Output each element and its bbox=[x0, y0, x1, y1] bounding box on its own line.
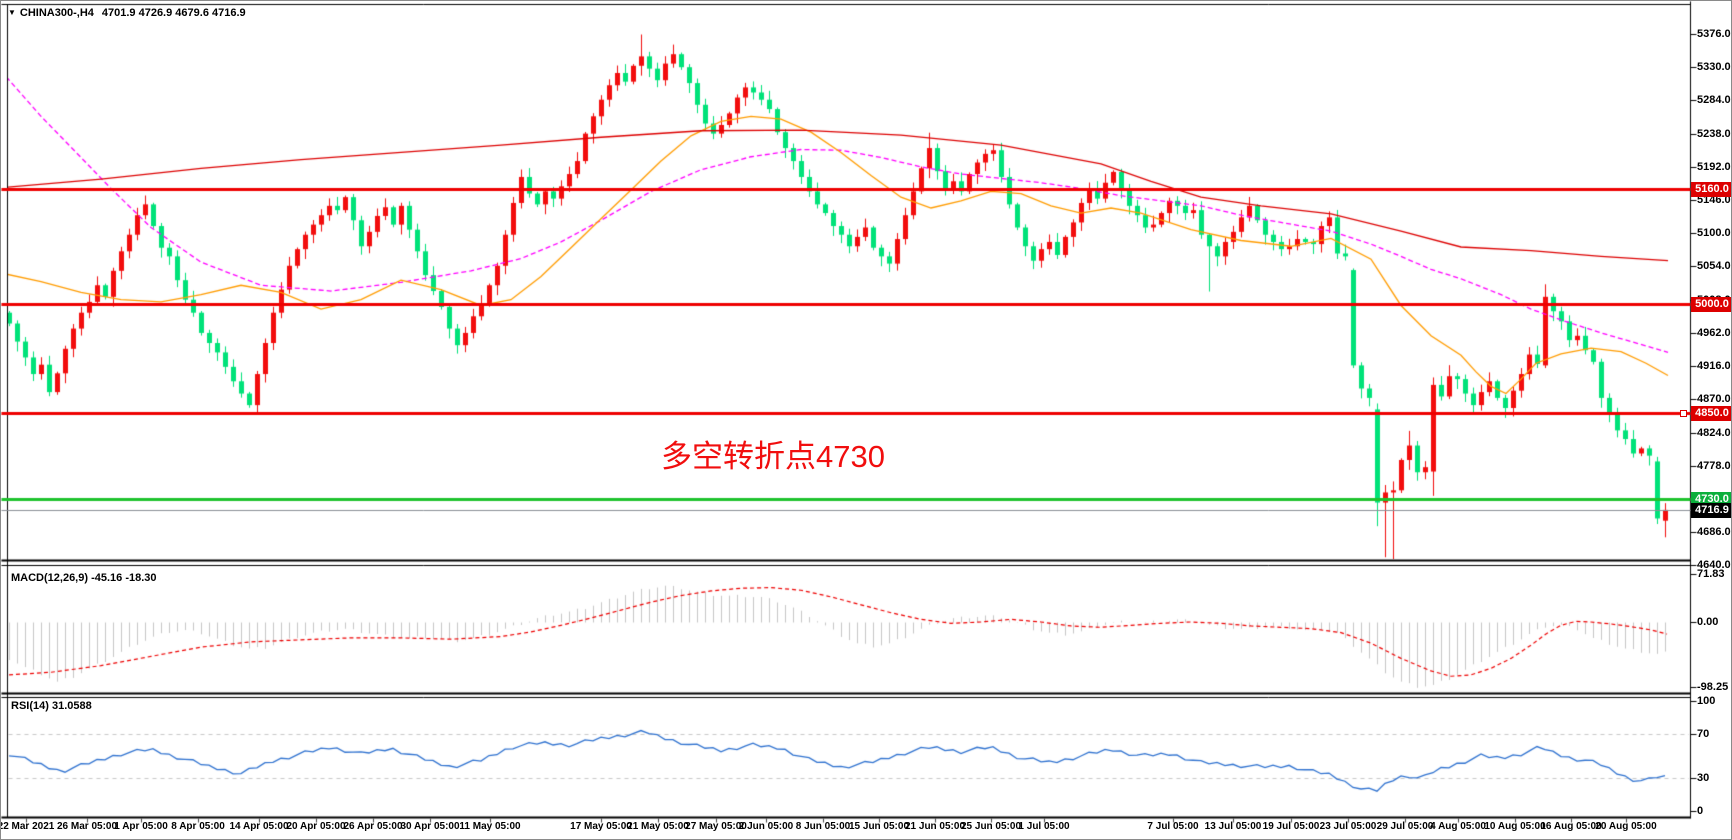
price-axis-tick: 5284.0 bbox=[1697, 94, 1731, 106]
date-axis-label: 21 May 05:00 bbox=[627, 821, 689, 832]
price-axis-tick: 5376.0 bbox=[1697, 28, 1731, 40]
price-axis-tick: 5330.0 bbox=[1697, 61, 1731, 73]
date-axis-label: 20 Apr 05:00 bbox=[286, 821, 346, 832]
symbol-timeframe-label: CHINA300-,H4 bbox=[19, 7, 94, 19]
date-axis-label: 22 Mar 2021 bbox=[0, 821, 55, 832]
date-axis-label: 2 Jun 05:00 bbox=[738, 821, 794, 832]
chart-canvas[interactable] bbox=[1, 1, 1699, 839]
macd-axis-tick: 0.00 bbox=[1697, 616, 1719, 628]
price-axis-tick: 4778.0 bbox=[1697, 460, 1731, 472]
date-axis-label: 8 Apr 05:00 bbox=[171, 821, 225, 832]
date-axis-label: 15 Jun 05:00 bbox=[848, 821, 910, 832]
price-axis-tick: 5100.0 bbox=[1697, 227, 1731, 239]
date-axis-label: 26 Mar 05:00 bbox=[56, 821, 118, 832]
date-axis-label: 10 Aug 05:00 bbox=[1484, 821, 1546, 832]
date-axis-label: 27 May 05:00 bbox=[685, 821, 747, 832]
annotation-text-object[interactable]: 多空转折点4730 bbox=[661, 439, 885, 474]
date-axis-label: 25 Jun 05:00 bbox=[960, 821, 1022, 832]
date-axis-label: 16 Aug 05:00 bbox=[1540, 821, 1602, 832]
macd-axis-tick: -98.25 bbox=[1697, 681, 1729, 693]
selected-line-marker[interactable] bbox=[1680, 410, 1687, 417]
date-axis-label: 19 Jul 05:00 bbox=[1262, 821, 1320, 832]
macd-indicator-label: MACD(12,26,9) -45.16 -18.30 bbox=[11, 572, 157, 584]
date-axis-label: 11 May 05:00 bbox=[459, 821, 521, 832]
date-axis-label: 14 Apr 05:00 bbox=[229, 821, 289, 832]
price-axis-tick: 5192.0 bbox=[1697, 161, 1731, 173]
price-axis-tick: 4686.0 bbox=[1697, 526, 1731, 538]
chart-title: ▼ CHINA300-,H4 4701.9 4726.9 4679.6 4716.9 bbox=[8, 6, 246, 20]
date-axis-label: 13 Jul 05:00 bbox=[1204, 821, 1262, 832]
date-axis-label: 1 Jul 05:00 bbox=[1018, 821, 1070, 832]
macd-axis-tick: 71.83 bbox=[1697, 568, 1725, 580]
level-price-badge: 5160.0 bbox=[1691, 182, 1731, 197]
price-axis-tick: 4870.0 bbox=[1697, 393, 1731, 405]
rsi-indicator-label: RSI(14) 31.0588 bbox=[11, 700, 92, 712]
price-axis-tick: 5238.0 bbox=[1697, 128, 1731, 140]
price-axis-tick: 4916.0 bbox=[1697, 360, 1731, 372]
date-axis-label: 23 Jul 05:00 bbox=[1319, 821, 1377, 832]
price-axis-tick: 4640.0 bbox=[1697, 559, 1731, 571]
date-axis-label: 20 Aug 05:00 bbox=[1595, 821, 1657, 832]
price-axis-tick: 4962.0 bbox=[1697, 327, 1731, 339]
date-axis-label: 4 Aug 05:00 bbox=[1430, 821, 1486, 832]
price-axis-tick: 5054.0 bbox=[1697, 260, 1731, 272]
rsi-axis-tick: 100 bbox=[1697, 695, 1716, 707]
date-axis-label: 30 Apr 05:00 bbox=[400, 821, 460, 832]
rsi-axis-tick: 70 bbox=[1697, 728, 1710, 740]
price-axis-tick: 5146.0 bbox=[1697, 194, 1731, 206]
level-price-badge: 5000.0 bbox=[1691, 297, 1731, 312]
date-axis-label: 29 Jul 05:00 bbox=[1376, 821, 1434, 832]
symbol-dropdown-icon[interactable]: ▼ bbox=[8, 8, 16, 17]
date-axis-label: 17 May 05:00 bbox=[570, 821, 632, 832]
date-axis-label: 8 Jun 05:00 bbox=[795, 821, 851, 832]
price-axis-tick: 4824.0 bbox=[1697, 427, 1731, 439]
date-axis-label: 1 Apr 05:00 bbox=[114, 821, 168, 832]
rsi-axis-tick: 30 bbox=[1697, 772, 1710, 784]
current-price-badge: 4716.9 bbox=[1691, 503, 1731, 518]
date-axis-label: 7 Jul 05:00 bbox=[1147, 821, 1199, 832]
rsi-axis-tick: 0 bbox=[1697, 805, 1704, 817]
ohlc-values-label: 4701.9 4726.9 4679.6 4716.9 bbox=[101, 7, 246, 19]
date-axis-label: 21 Jun 05:00 bbox=[904, 821, 966, 832]
level-price-badge: 4850.0 bbox=[1691, 406, 1731, 421]
date-axis-label: 26 Apr 05:00 bbox=[343, 821, 403, 832]
